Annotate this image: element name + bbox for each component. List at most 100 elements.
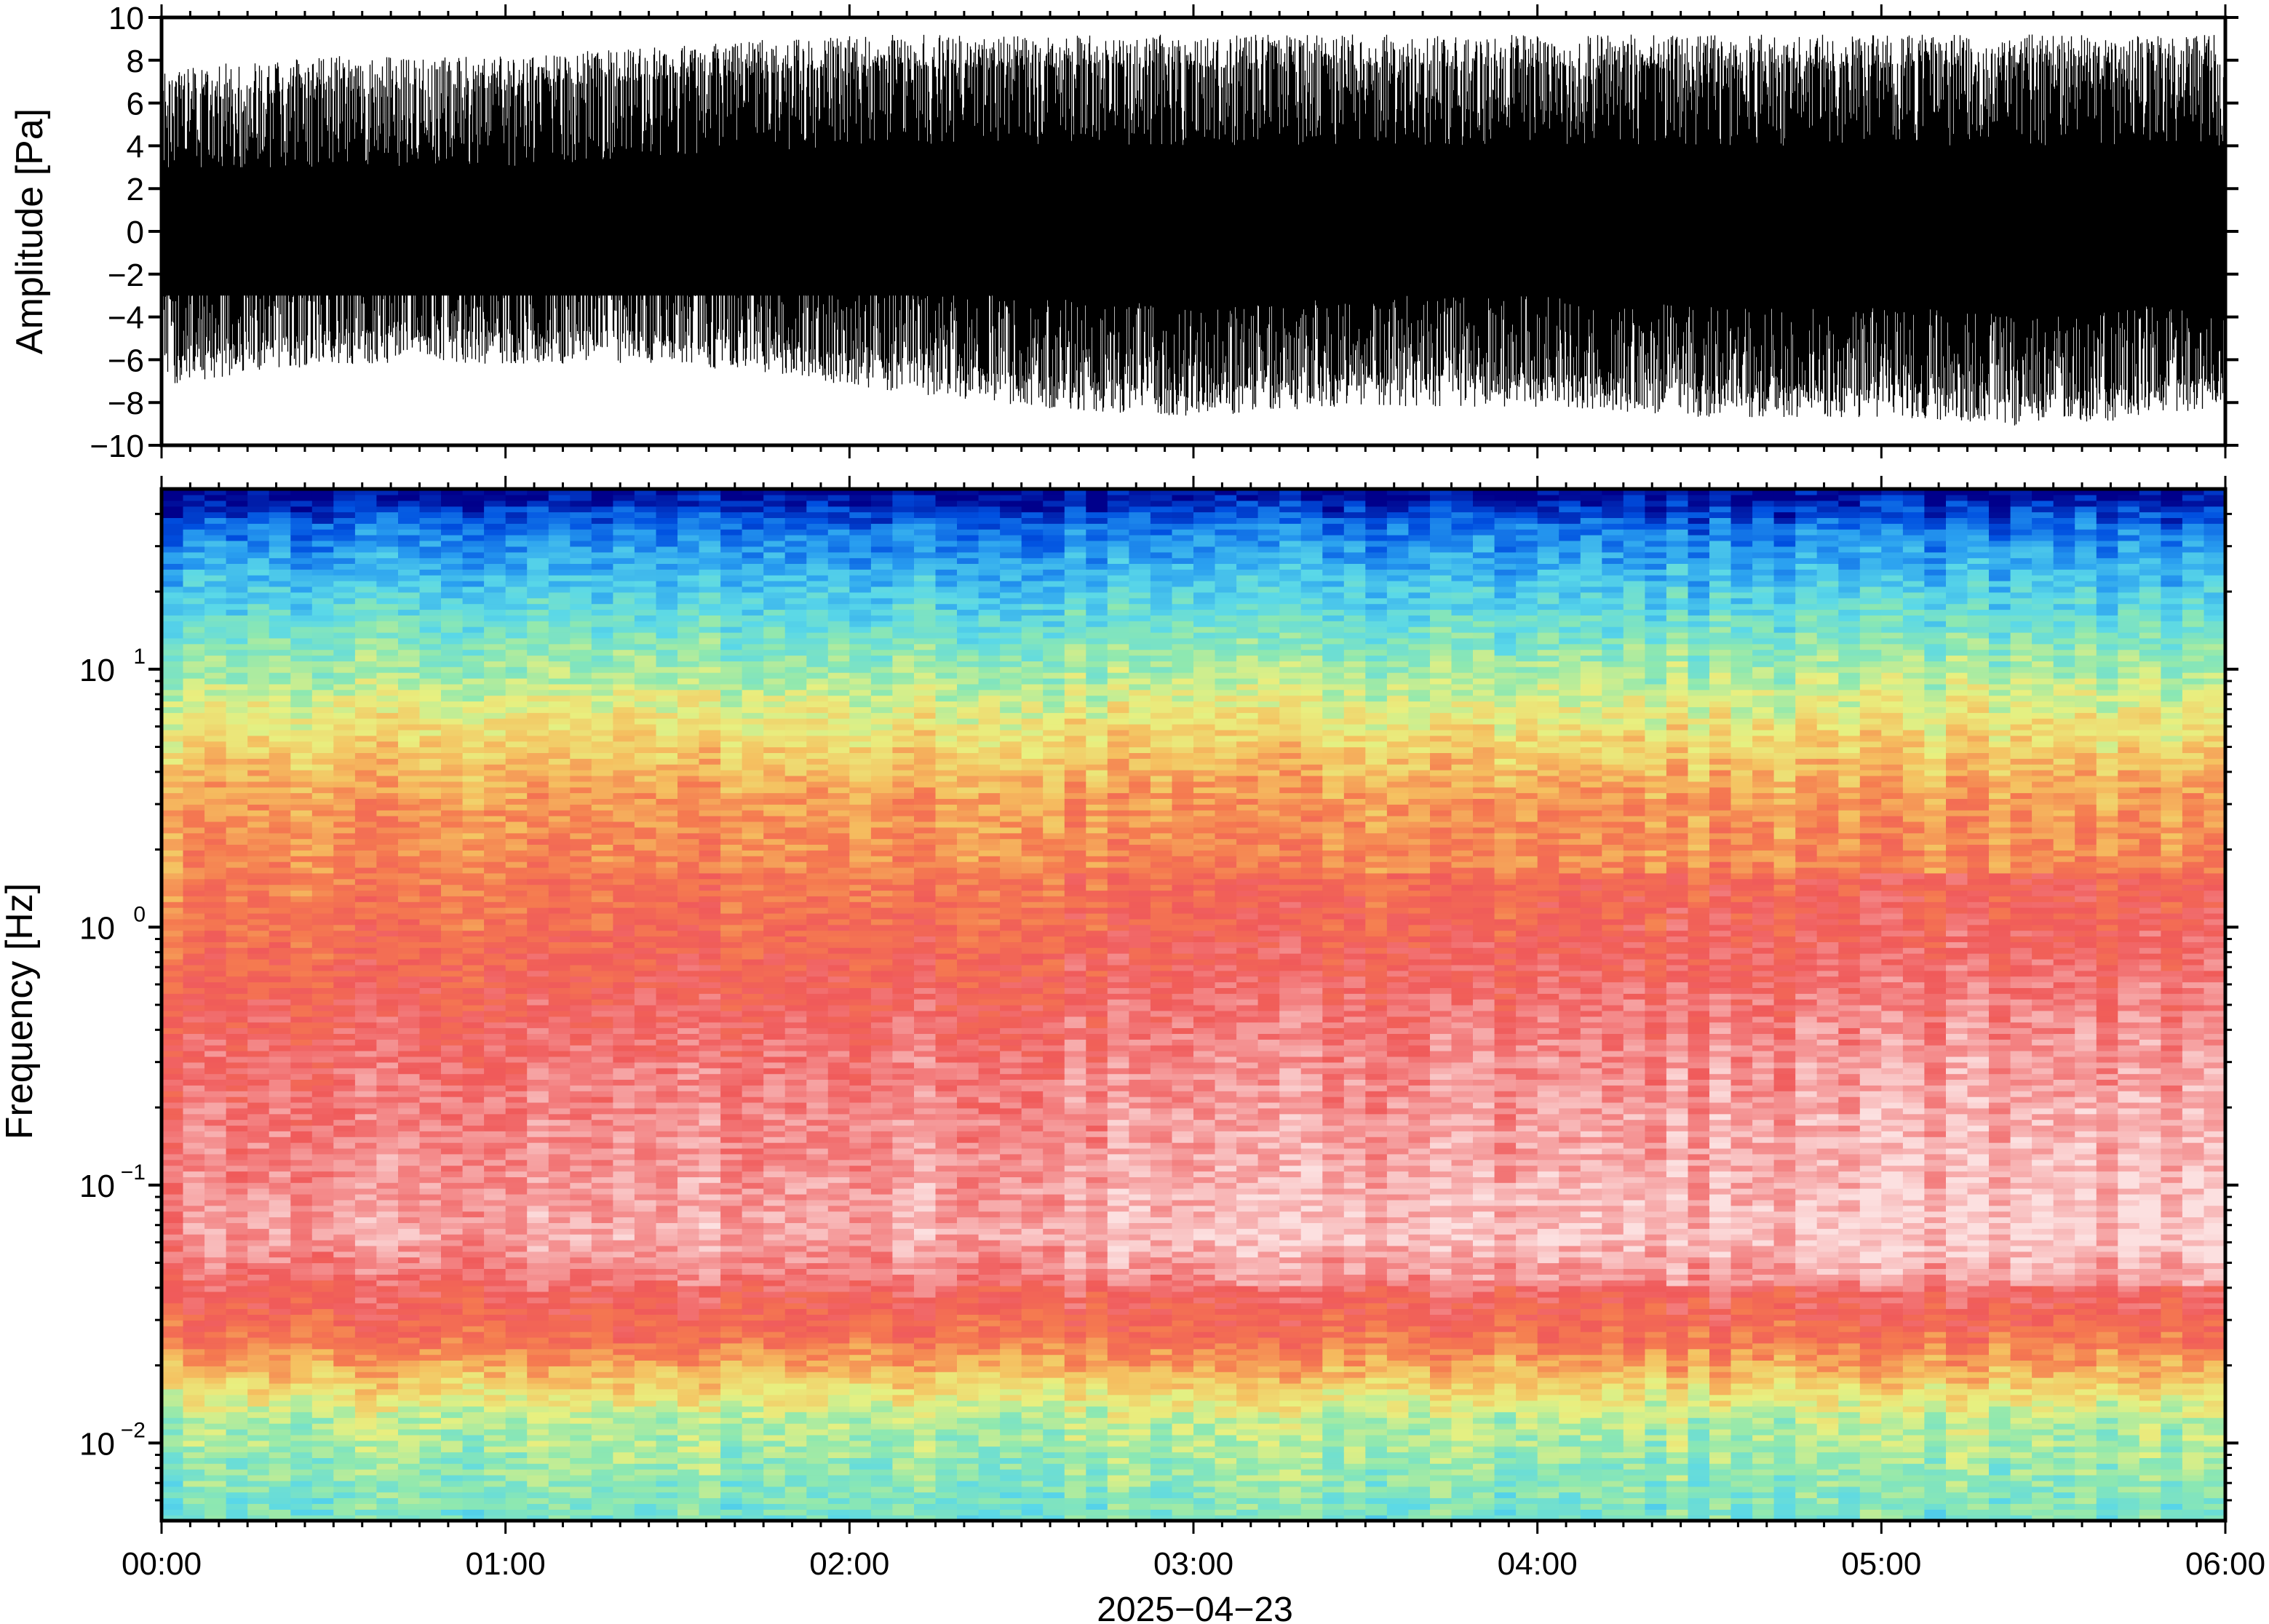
- spectrogram-cell: [527, 603, 549, 610]
- spectrogram-cell: [720, 936, 743, 942]
- spectrogram-cell: [613, 787, 635, 794]
- spectrogram-cell: [204, 1051, 227, 1057]
- spectrogram-cell: [183, 953, 205, 960]
- spectrogram-cell: [419, 1222, 442, 1229]
- spectrogram-cell: [634, 1051, 656, 1057]
- spectrogram-cell: [656, 1492, 678, 1499]
- spectrogram-cell: [441, 1067, 464, 1075]
- spectrogram-cell: [226, 1417, 248, 1424]
- spectrogram-cell: [204, 959, 227, 966]
- spectrogram-cell: [269, 1257, 291, 1264]
- spectrogram-cell: [505, 529, 528, 536]
- spectrogram-cell: [656, 913, 678, 920]
- spectrogram-cell: [398, 1388, 421, 1396]
- spectrogram-cell: [527, 701, 549, 707]
- spectrogram-cell: [311, 626, 334, 633]
- spectrogram-cell: [548, 683, 571, 690]
- spectrogram-cell: [613, 615, 635, 621]
- spectrogram-cell: [613, 1045, 635, 1051]
- spectrogram-cell: [720, 987, 743, 994]
- spectrogram-cell: [290, 1446, 313, 1453]
- spectrogram-cell: [462, 489, 485, 495]
- spectrogram-cell: [505, 1308, 528, 1315]
- spectrogram-cell: [226, 964, 248, 971]
- spectrogram-cell: [290, 729, 313, 736]
- spectrogram-cell: [720, 1107, 743, 1115]
- spectrogram-cell: [441, 597, 464, 605]
- spectrogram-cell: [226, 781, 248, 788]
- spectrogram-cell: [720, 1486, 743, 1493]
- spectrogram-cell: [183, 821, 205, 828]
- spectrogram-cell: [269, 1137, 291, 1143]
- spectrogram-cell: [677, 1153, 700, 1161]
- spectrogram-cell: [677, 689, 700, 696]
- spectrogram-cell: [527, 1125, 549, 1131]
- spectrogram-cell: [162, 1142, 184, 1149]
- spectrogram-cell: [419, 1348, 442, 1356]
- spectrogram-cell: [613, 632, 635, 639]
- spectrogram-cell: [441, 1010, 464, 1017]
- spectrogram-cell: [247, 1153, 270, 1161]
- spectrogram-cell: [376, 1469, 399, 1476]
- spectrogram-cell: [441, 878, 464, 885]
- spectrogram-cell: [183, 1228, 205, 1235]
- spectrogram-cell: [290, 1177, 313, 1183]
- spectrogram-cell: [419, 1492, 442, 1499]
- spectrogram-cell: [419, 586, 442, 593]
- spectrogram-cell: [634, 655, 656, 661]
- spectrogram-cell: [720, 1429, 743, 1436]
- spectrogram-cell: [548, 1308, 571, 1315]
- spectrogram-cell: [269, 529, 291, 536]
- spectrogram-cell: [333, 1107, 356, 1115]
- spectrogram-cell: [613, 1245, 635, 1252]
- spectrogram-cell: [462, 517, 485, 524]
- spectrogram-cell: [656, 1297, 678, 1304]
- spectrogram-cell: [290, 1188, 313, 1195]
- spectrogram-cell: [634, 729, 656, 736]
- spectrogram-cell: [419, 1360, 442, 1366]
- spectrogram-cell: [398, 1475, 421, 1481]
- spectrogram-cell: [311, 1067, 334, 1075]
- spectrogram-cell: [183, 747, 205, 753]
- spectrogram-cell: [634, 1446, 656, 1453]
- spectrogram-cell: [634, 907, 656, 914]
- spectrogram-cell: [527, 1400, 549, 1407]
- spectrogram-cell: [462, 666, 485, 673]
- spectrogram-cell: [183, 1131, 205, 1137]
- spectrogram-cell: [441, 1153, 464, 1161]
- spectrogram-cell: [333, 1119, 356, 1126]
- spectrogram-cell: [183, 1153, 205, 1161]
- spectrogram-cell: [505, 838, 528, 845]
- spectrogram-cell: [354, 890, 377, 896]
- spectrogram-cell: [527, 661, 549, 667]
- spectrogram-cell: [247, 592, 270, 599]
- spectrogram-cell: [505, 1463, 528, 1470]
- spectrogram-cell: [226, 540, 248, 547]
- waveform-y-tick-label: 6: [127, 87, 144, 122]
- spectrogram-cell: [484, 1073, 506, 1080]
- spectrogram-cell: [462, 942, 485, 948]
- spectrogram-cell: [505, 1159, 528, 1166]
- spectrogram-cell: [269, 838, 291, 845]
- spectrogram-cell: [183, 1051, 205, 1057]
- spectrogram-cell: [677, 1211, 700, 1218]
- spectrogram-cell: [398, 494, 421, 501]
- spectrogram-cell: [591, 1091, 613, 1097]
- spectrogram-cell: [699, 758, 721, 765]
- spectrogram-cell: [354, 1262, 377, 1269]
- spectrogram-cell: [527, 1153, 549, 1161]
- spectrogram-cell: [247, 924, 270, 931]
- spectrogram-cell: [634, 982, 656, 988]
- spectrogram-cell: [269, 1022, 291, 1029]
- spectrogram-cell: [419, 1497, 442, 1504]
- spectrogram-cell: [398, 1188, 421, 1195]
- spectrogram-cell: [656, 1091, 678, 1097]
- spectrogram-cell: [376, 867, 399, 874]
- spectrogram-cell: [398, 867, 421, 874]
- spectrogram-cell: [441, 1205, 464, 1212]
- spectrogram-cell: [484, 1446, 506, 1453]
- spectrogram-cell: [656, 512, 678, 518]
- spectrogram-cell: [548, 1360, 571, 1366]
- spectrogram-cell: [162, 884, 184, 891]
- spectrogram-cell: [462, 1228, 485, 1235]
